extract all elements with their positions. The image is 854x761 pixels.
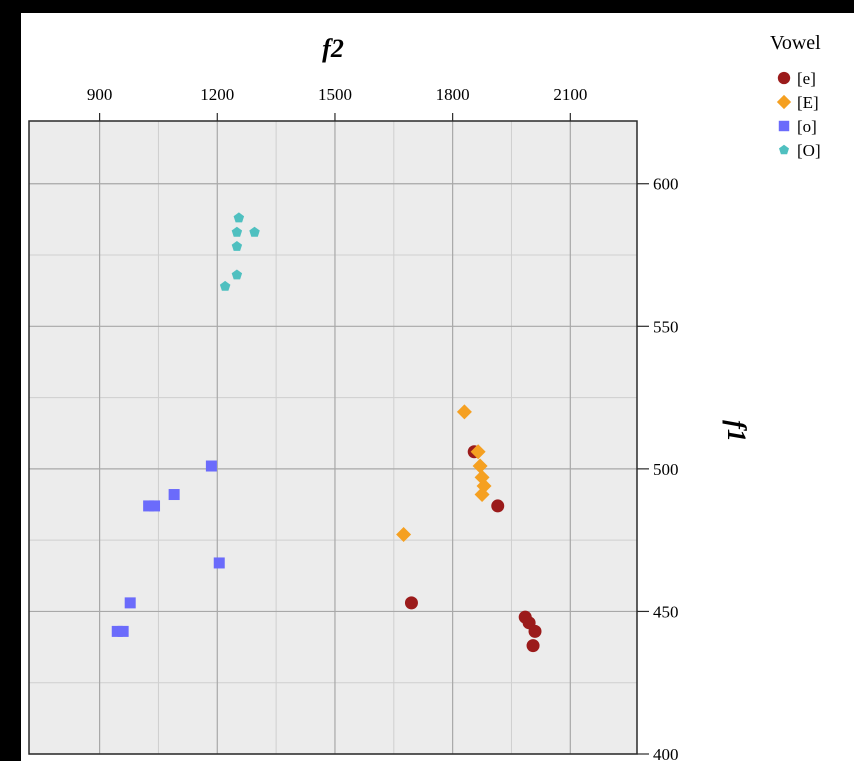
y-tick-label: 450 [653,602,679,621]
data-point-o-lower [111,625,123,637]
data-point-o-lower [213,557,225,569]
data-point-e-upper [456,404,472,420]
legend-marker [779,144,789,155]
y-tick-label: 550 [653,317,679,336]
x-tick-label: 1200 [200,85,234,104]
legend-label: [O] [797,141,821,160]
data-point-o-upper [231,226,243,237]
x-tick-label: 1800 [436,85,470,104]
y-axis: 600 550 500 450 400 [637,175,679,761]
y-tick-label: 400 [653,745,679,761]
data-point-e-lower [528,624,542,638]
legend-marker [776,94,792,110]
legend-marker [778,120,790,132]
plot-border [28,120,638,755]
x-axis-title: f2 [322,34,344,63]
x-tick-label: 1500 [318,85,352,104]
data-point-o-upper [219,280,231,291]
x-tick-label: 900 [87,85,113,104]
x-tick-label: 2100 [553,85,587,104]
data-point-e-upper [396,526,412,542]
plot-background [29,121,637,754]
x-axis: 900 1200 1500 1800 2100 [87,85,587,121]
data-point-o-lower [168,489,180,501]
y-tick-label: 600 [653,175,679,194]
data-point-e-lower [404,596,418,610]
data-point-e-lower [491,499,505,513]
legend-label: [E] [797,93,819,112]
data-points [111,212,542,653]
legend-title: Vowel [770,32,821,54]
data-point-o-upper [231,241,243,251]
legend-label: [o] [797,117,817,136]
data-point-o-lower [143,500,155,512]
data-point-e-upper [470,444,486,460]
data-point-e-lower [526,639,540,653]
data-point-o-lower [149,500,161,512]
legend-marker [777,71,791,85]
y-tick-label: 500 [653,460,679,479]
plot-area [28,120,638,755]
data-point-o-lower [117,625,129,637]
data-point-e-upper [472,458,488,474]
data-point-o-upper [231,269,243,280]
data-point-o-upper [233,212,245,223]
y-axis-title: f1 [722,420,751,442]
data-point-o-upper [249,226,260,237]
data-point-e-upper [474,487,490,503]
data-point-o-lower [124,597,136,609]
legend-label: [e] [797,69,816,88]
data-point-o-lower [205,460,217,472]
legend: Vowel [e] [E] [o] [O] [770,32,821,160]
